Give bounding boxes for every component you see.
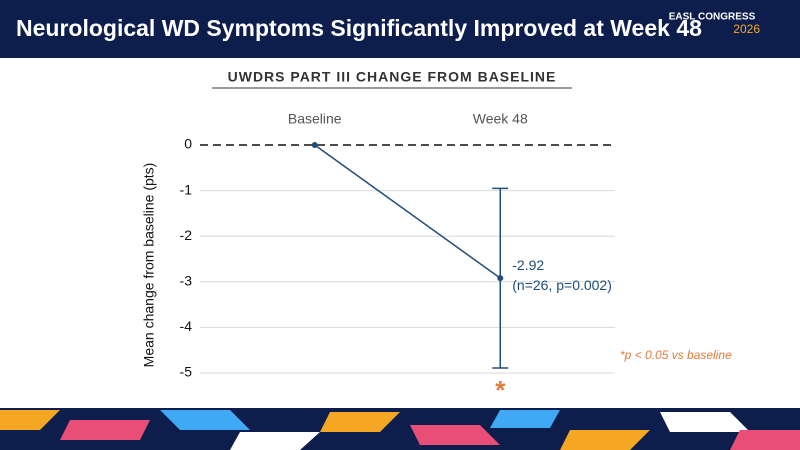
y-tick-label: -5 — [180, 364, 193, 380]
chart-subtitle: UWDRS PART III CHANGE FROM BASELINE — [228, 69, 557, 85]
y-tick-label: -3 — [180, 273, 193, 289]
decorative-band — [0, 408, 800, 450]
point — [497, 275, 504, 282]
logo-name: EASL CONGRESS — [669, 12, 756, 23]
x-tick-label: Week 48 — [473, 111, 528, 127]
header-bar — [0, 0, 800, 58]
footnote: *p < 0.05 vs baseline — [620, 348, 732, 362]
y-tick-label: -1 — [180, 181, 193, 197]
y-tick-label: -2 — [180, 227, 193, 243]
logo-year: 2026 — [733, 22, 760, 36]
slide-title: Neurological WD Symptoms Significantly I… — [16, 15, 702, 41]
value-label: -2.92 — [512, 257, 544, 273]
annotation: (n=26, p=0.002) — [512, 277, 612, 293]
point — [311, 142, 318, 148]
significance-star: * — [495, 375, 506, 405]
x-tick-label: Baseline — [288, 111, 342, 127]
y-axis-label: Mean change from baseline (pts) — [141, 163, 157, 368]
y-tick-label: -4 — [180, 318, 193, 334]
series-line — [314, 144, 501, 279]
y-tick-label: 0 — [184, 136, 192, 152]
